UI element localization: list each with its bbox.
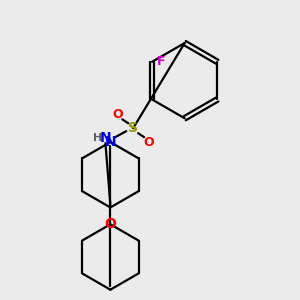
- Text: N: N: [105, 135, 116, 149]
- Text: F: F: [157, 55, 166, 68]
- Text: S: S: [128, 121, 138, 135]
- Text: N: N: [100, 131, 111, 145]
- Text: H: H: [93, 133, 102, 143]
- Text: O: O: [104, 217, 116, 231]
- Text: O: O: [112, 108, 123, 121]
- Text: O: O: [144, 136, 154, 148]
